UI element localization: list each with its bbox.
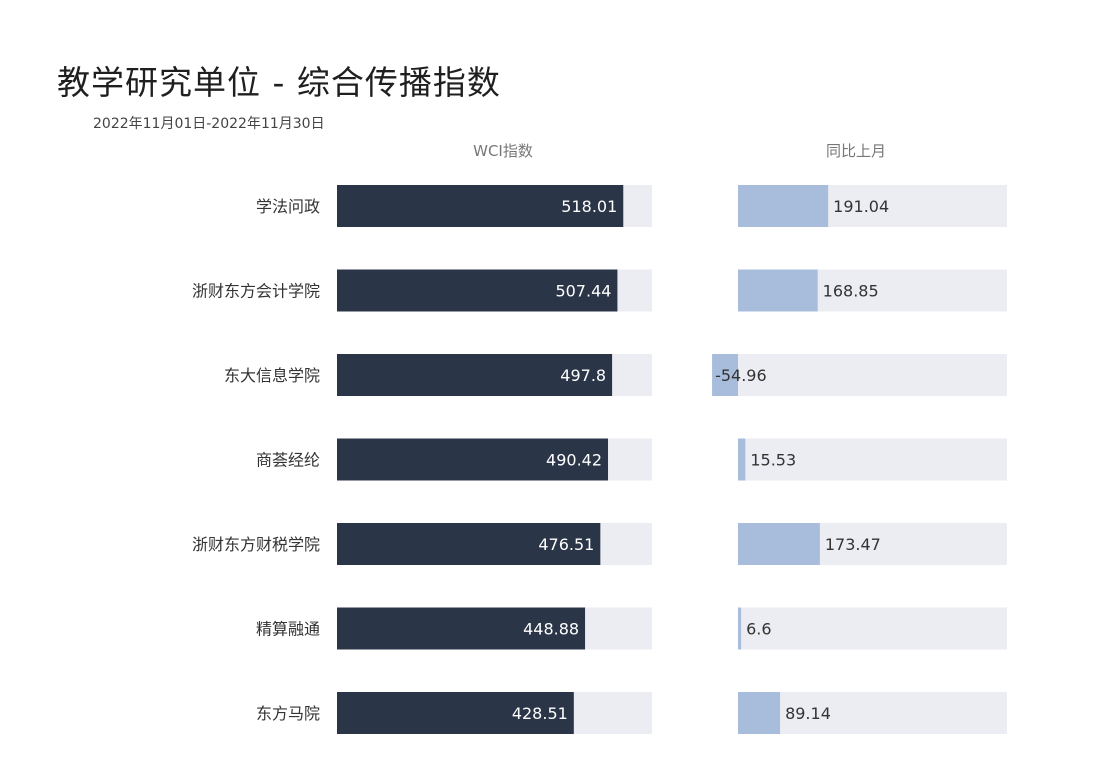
- chart-subtitle: 2022年11月01日-2022年11月30日: [93, 116, 325, 132]
- category-label: 东大信息学院: [224, 366, 320, 385]
- change-column-header: 同比上月: [826, 142, 886, 160]
- change-value-label: 89.14: [785, 704, 831, 723]
- change-value-label: 191.04: [833, 197, 889, 216]
- change-bar: [738, 185, 829, 227]
- category-label: 商荟经纶: [256, 451, 320, 470]
- category-label: 浙财东方会计学院: [192, 282, 320, 301]
- wci-value-label: 428.51: [512, 704, 568, 723]
- change-bar: [738, 692, 781, 734]
- wci-value-label: 448.88: [523, 620, 579, 639]
- wci-bar: [337, 185, 624, 227]
- category-label: 学法问政: [256, 197, 320, 216]
- change-track: [738, 607, 1007, 650]
- wci-value-label: 490.42: [546, 451, 602, 470]
- change-value-label: 168.85: [823, 282, 879, 301]
- chart-title: 教学研究单位 - 综合传播指数: [57, 63, 501, 102]
- wci-value-label: 476.51: [538, 535, 594, 554]
- category-label: 东方马院: [256, 704, 320, 723]
- change-bar: [738, 523, 820, 565]
- change-bar: [712, 354, 738, 396]
- wci-bar: [337, 607, 586, 650]
- wci-value-label: 507.44: [555, 282, 611, 301]
- change-value-label: -54.96: [715, 366, 767, 385]
- wci-bar: [337, 438, 609, 481]
- change-track: [738, 354, 1007, 396]
- change-value-label: 173.47: [825, 535, 881, 554]
- wci-bar: [337, 354, 613, 396]
- change-value-label: 15.53: [750, 451, 796, 470]
- change-track: [738, 438, 1007, 481]
- change-track: [738, 692, 1007, 734]
- wci-bar: [337, 692, 574, 734]
- wci-column-header: WCI指数: [473, 142, 533, 160]
- change-bar: [738, 438, 746, 481]
- change-value-label: 6.6: [746, 620, 771, 639]
- change-bar: [738, 607, 742, 650]
- category-label: 精算融通: [256, 620, 320, 639]
- category-label: 浙财东方财税学院: [192, 535, 320, 554]
- wci-bar: [337, 269, 618, 312]
- change-bar: [738, 269, 818, 312]
- wci-value-label: 518.01: [561, 197, 617, 216]
- wci-bar: [337, 523, 601, 565]
- wci-value-label: 497.8: [560, 366, 606, 385]
